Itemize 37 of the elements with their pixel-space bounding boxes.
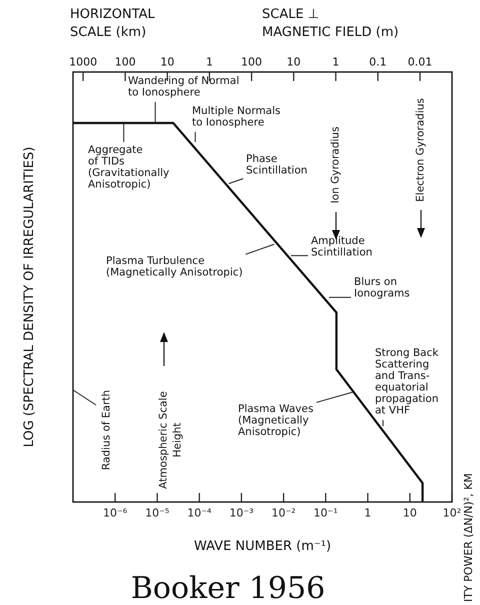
text: 0.01 [408, 55, 432, 68]
annotation: Amplitude Scintillation [311, 234, 372, 258]
x-tick-label: 10² [442, 506, 462, 520]
annotation: Atmospheric Scale Height [158, 391, 184, 489]
annotation: Plasma Turbulence (Magnetically Anisotropic) [106, 254, 243, 278]
text: 10 [286, 55, 301, 68]
annotation: Plasma Waves (Magnetically Anisotropic) [238, 402, 314, 438]
annotation: Phase Scintillation [246, 152, 308, 176]
text: 1000 [69, 55, 98, 68]
x-tick-label: 10⁻³ [229, 506, 254, 520]
x-tick-label: 1 [364, 506, 372, 520]
annotation: Strong Back Scattering and Trans- equatorial propagation at VHF [375, 346, 440, 416]
annotation: Aggregate of TIDs (Gravitationally Anisotropic) [88, 144, 170, 190]
x-axis-title: WAVE NUMBER (m⁻¹) [194, 538, 332, 554]
x-tick-label: 10⁻⁴ [187, 506, 212, 520]
annotation: Multiple Normals to Ionosphere [192, 104, 281, 128]
text: Booker 1956 [130, 571, 326, 605]
y-axis-title: LOG (SPECTRAL DENSITY OF IRREGULARITIES) [22, 146, 37, 448]
x-tick-label: 10 [402, 506, 417, 520]
annotation: Blurs on Ionograms [354, 276, 410, 300]
text: SCALE ⊥ MAGNETIC FIELD (m) [262, 6, 399, 40]
text: 1 [332, 55, 340, 68]
text: 1 [206, 55, 213, 68]
text: 100 [114, 55, 136, 68]
text: 100 [241, 55, 262, 68]
text: ITY POWER (ΔN/N)², KM [462, 473, 475, 602]
annotation: Electron Gyroradius [414, 98, 427, 202]
x-tick-label: 10⁻² [271, 506, 296, 520]
x-tick-label: 10⁻⁶ [103, 506, 128, 520]
annotation: Wandering of Normal to Ionosphere [128, 74, 240, 98]
text: HORIZONTAL SCALE (km) [70, 6, 156, 40]
annotation: Ion Gyroradius [330, 126, 342, 204]
x-tick-label: 10⁻¹ [314, 506, 338, 520]
x-tick-label: 10⁻⁵ [145, 506, 170, 520]
annotation: Radius of Earth [100, 390, 113, 470]
text: 0.1 [369, 55, 387, 68]
text: 10 [160, 55, 174, 68]
